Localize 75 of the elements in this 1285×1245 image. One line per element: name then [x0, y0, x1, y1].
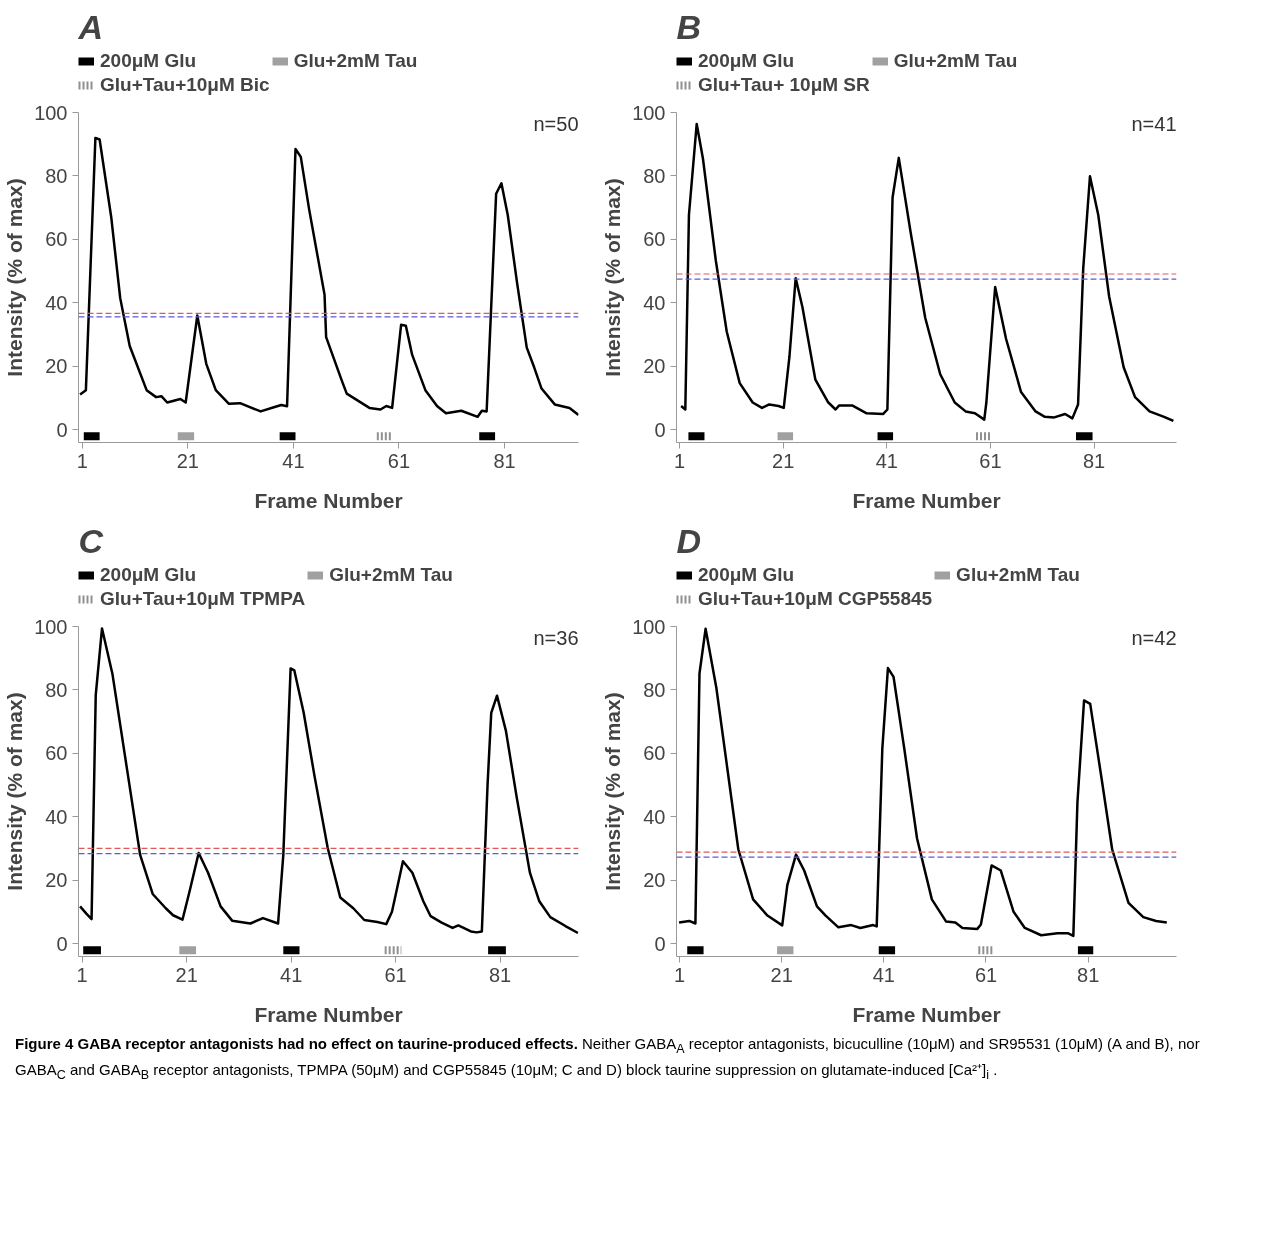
annotation: n=36: [533, 626, 579, 649]
x-axis-title: Frame Number: [254, 488, 403, 512]
y-tick-label: 100: [34, 615, 68, 638]
y-tick-label: 40: [643, 805, 666, 828]
x-tick-label: 1: [674, 449, 686, 472]
y-tick-label: 0: [654, 932, 666, 955]
y-tick-label: 60: [45, 742, 68, 765]
x-tick-label: 41: [875, 449, 898, 472]
legend-label: 200μM Glu: [100, 564, 197, 586]
x-tick-label: 21: [770, 963, 793, 986]
x-tick-label: 81: [489, 963, 512, 986]
y-tick-label: 80: [643, 164, 666, 187]
x-tick-label: 21: [175, 963, 198, 986]
x-axis-title: Frame Number: [254, 1002, 403, 1026]
x-tick-label: 41: [872, 963, 895, 986]
legend-label: Glu+2mM Tau: [329, 564, 453, 586]
y-tick-label: 40: [45, 291, 68, 314]
annotation: n=41: [1131, 112, 1177, 135]
y-tick-label: 20: [643, 869, 666, 892]
y-tick-label: 80: [643, 678, 666, 701]
y-tick-label: 40: [45, 805, 68, 828]
y-tick-label: 0: [654, 418, 666, 441]
y-tick-label: 80: [45, 678, 68, 701]
legend-label: Glu+2mM Tau: [293, 50, 418, 72]
y-tick-label: 20: [643, 355, 666, 378]
y-axis-title: Intensity (% of max): [601, 178, 625, 377]
x-tick-label: 81: [493, 449, 516, 472]
y-tick-label: 0: [56, 932, 68, 955]
x-tick-label: 61: [974, 963, 998, 986]
chart-title: C: [78, 521, 104, 560]
y-tick-label: 0: [56, 418, 68, 441]
x-tick-label: 61: [979, 449, 1002, 472]
y-tick-label: 100: [632, 615, 666, 638]
x-tick-label: 61: [384, 963, 407, 986]
x-tick-label: 81: [1077, 963, 1100, 986]
line-series: [78, 136, 579, 419]
x-tick-label: 1: [674, 963, 686, 986]
x-tick-label: 61: [387, 449, 411, 472]
y-tick-label: 60: [643, 228, 666, 251]
legend-label: Glu+Tau+10μM CGP55845: [698, 588, 933, 610]
x-tick-label: 81: [1082, 449, 1106, 472]
chart-title: D: [676, 521, 702, 560]
y-axis-title: Intensity (% of max): [601, 692, 625, 891]
x-tick-label: 21: [176, 449, 199, 472]
y-tick-label: 80: [45, 164, 68, 187]
legend-label: 200μM Glu: [100, 50, 197, 72]
y-axis-title: Intensity (% of max): [3, 178, 27, 377]
x-axis-title: Frame Number: [852, 1002, 1001, 1026]
legend-label: Glu+Tau+ 10μM SR: [698, 74, 870, 96]
y-tick-label: 100: [34, 101, 68, 124]
x-tick-label: 1: [76, 963, 88, 986]
legend-label: Glu+Tau+10μM Bic: [100, 74, 270, 96]
caption: Figure 4 GABA receptor antagonists had no effect on taurine-produced effects.: [15, 1035, 578, 1052]
legend-label: Glu+2mM Tau: [956, 564, 1080, 586]
legend-label: 200μM Glu: [698, 564, 795, 586]
x-tick-label: 21: [772, 449, 795, 472]
y-tick-label: 100: [632, 101, 666, 124]
y-tick-label: 60: [643, 742, 666, 765]
line-series: [78, 627, 579, 935]
chart-title: A: [77, 7, 104, 46]
legend-label: 200μM Glu: [698, 50, 795, 72]
x-tick-label: 1: [76, 449, 88, 472]
y-tick-label: 40: [643, 291, 666, 314]
chart-title: B: [676, 7, 702, 46]
x-tick-label: 41: [280, 963, 303, 986]
legend-label: Glu+Tau+10μM TPMPA: [100, 588, 306, 610]
legend-label: Glu+2mM Tau: [893, 50, 1018, 72]
annotation: n=50: [533, 112, 579, 135]
annotation: n=42: [1131, 626, 1177, 649]
y-axis-title: Intensity (% of max): [3, 692, 27, 891]
y-tick-label: 20: [45, 869, 68, 892]
y-tick-label: 20: [45, 355, 68, 378]
x-tick-label: 41: [282, 449, 305, 472]
x-axis-title: Frame Number: [852, 488, 1001, 512]
y-tick-label: 60: [45, 228, 68, 251]
